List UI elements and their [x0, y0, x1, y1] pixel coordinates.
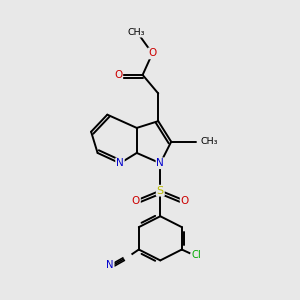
- Text: Cl: Cl: [192, 250, 201, 260]
- Text: N: N: [156, 158, 164, 168]
- Text: O: O: [114, 70, 122, 80]
- Text: CH₃: CH₃: [201, 137, 218, 146]
- Text: O: O: [181, 196, 189, 206]
- Text: N: N: [116, 158, 124, 168]
- Text: S: S: [157, 186, 164, 196]
- Text: O: O: [132, 196, 140, 206]
- Text: CH₃: CH₃: [127, 28, 145, 37]
- Text: O: O: [148, 48, 157, 59]
- Text: N: N: [106, 260, 114, 269]
